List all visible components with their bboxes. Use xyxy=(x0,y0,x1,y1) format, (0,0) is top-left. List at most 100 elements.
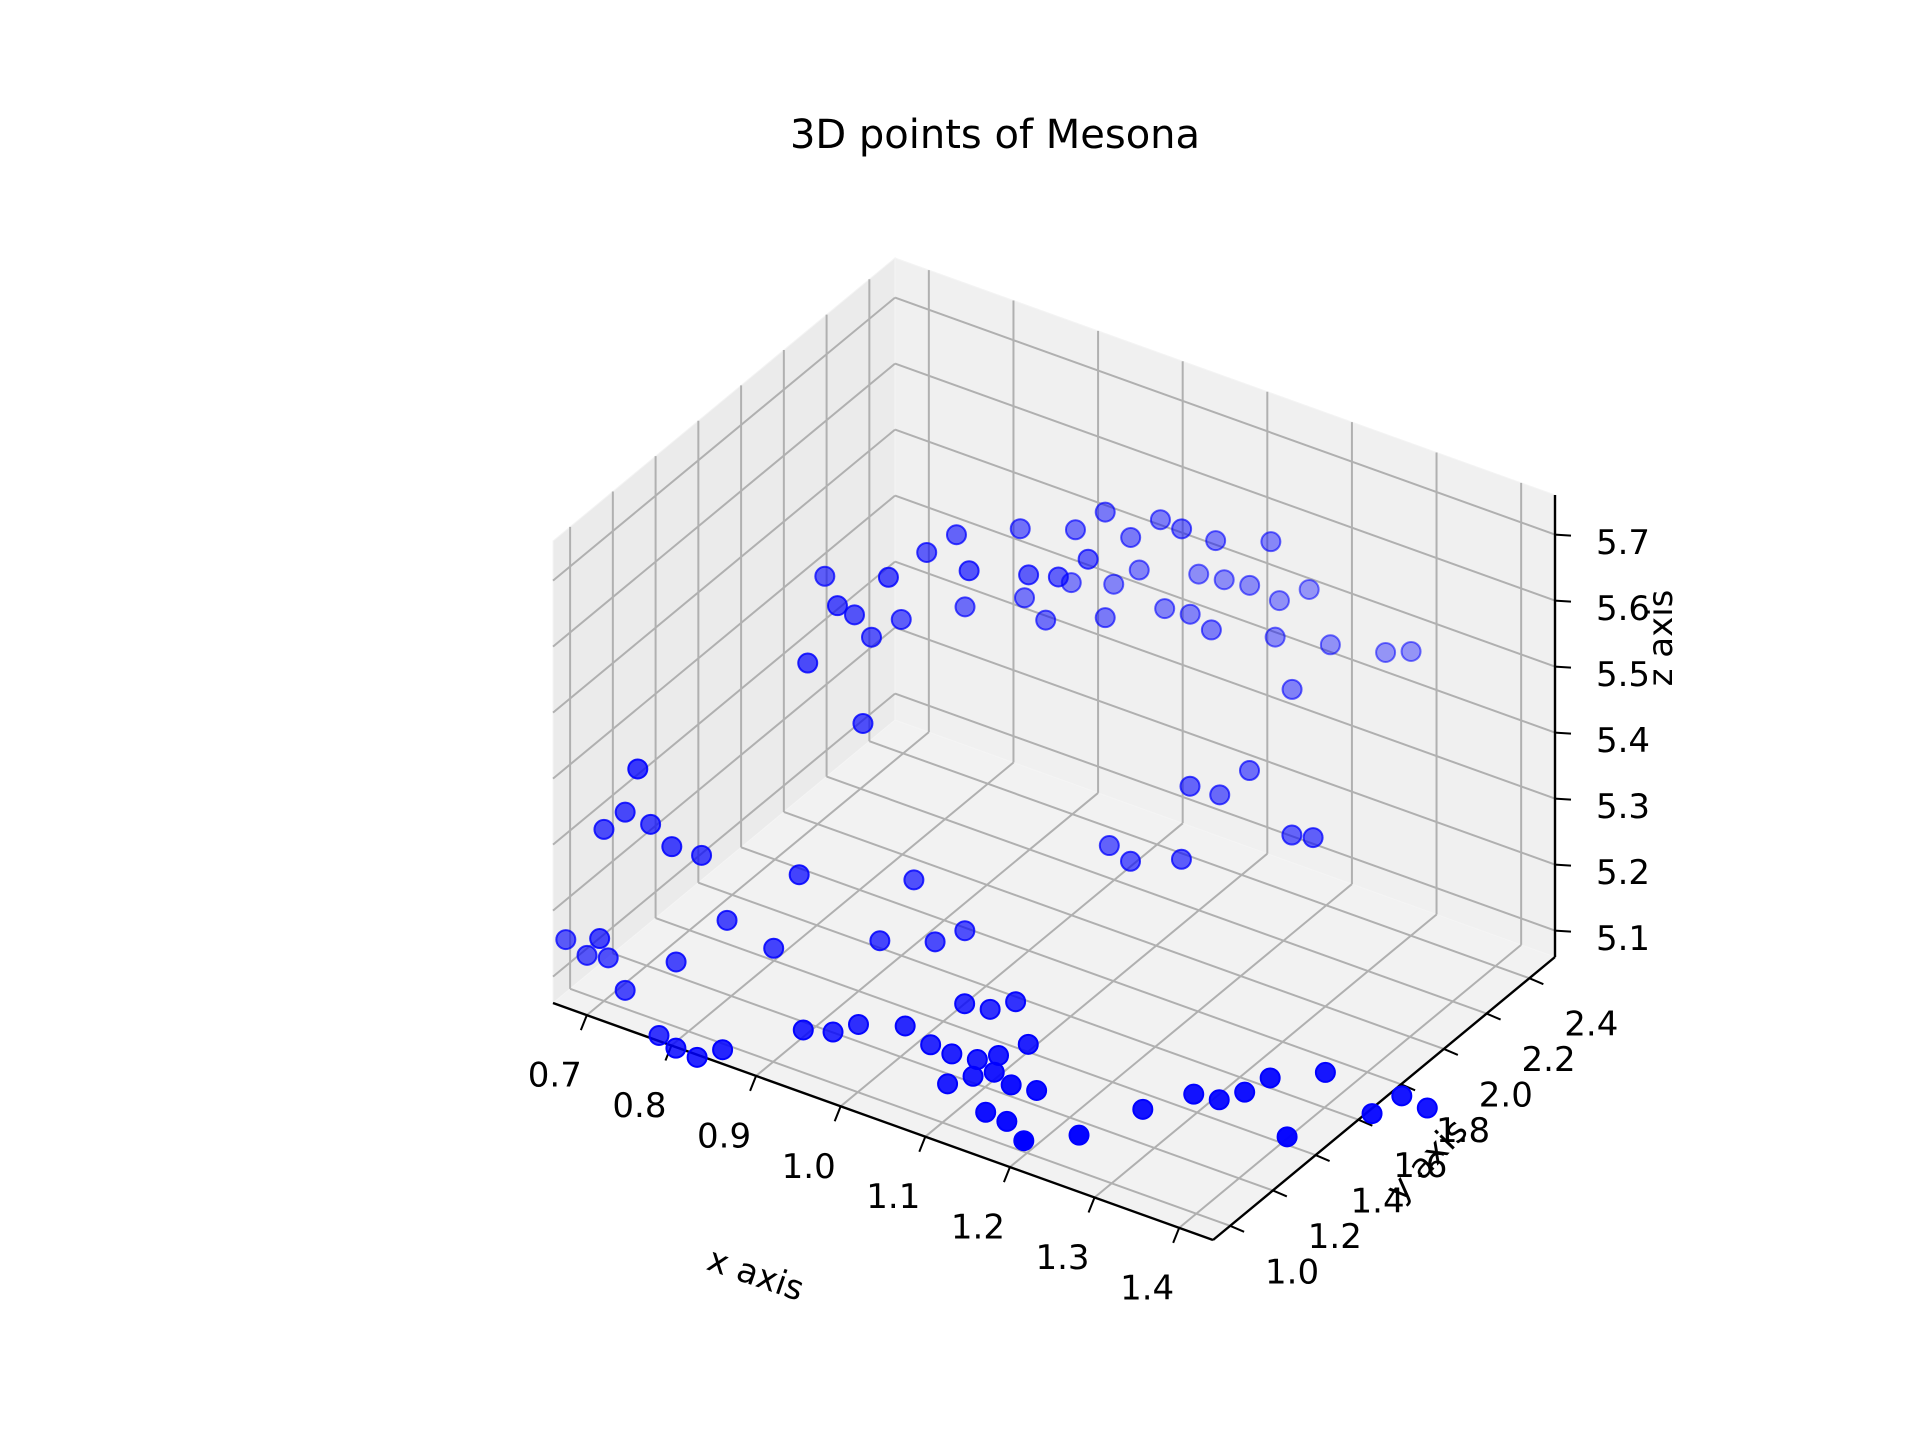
scatter-point xyxy=(903,869,925,891)
scatter-point xyxy=(1170,848,1192,870)
scatter-point xyxy=(716,909,738,931)
scatter-point xyxy=(1268,590,1290,612)
z-tick-label: 5.5 xyxy=(1596,655,1650,695)
scatter-point xyxy=(1179,603,1201,625)
scatter-point xyxy=(954,596,976,618)
y-tick-mark xyxy=(1528,977,1544,986)
y-tick-mark xyxy=(1357,1118,1373,1127)
scatter-point xyxy=(1416,1097,1438,1119)
scatter-point xyxy=(576,944,598,966)
y-tick-mark xyxy=(1486,1012,1501,1021)
scatter-point xyxy=(1239,760,1260,782)
scatter-point xyxy=(869,930,891,952)
scatter-point xyxy=(1213,569,1235,591)
scatter-point xyxy=(1259,1067,1281,1089)
grid-line-z xyxy=(552,494,896,780)
scatter-point xyxy=(1014,587,1036,609)
scatter-point xyxy=(1094,501,1116,523)
y-tick-label: 1.0 xyxy=(1265,1252,1319,1292)
grid-line-z xyxy=(894,428,1556,668)
scatter-point xyxy=(1068,1124,1090,1146)
grid-line-y xyxy=(569,987,1231,1227)
grid-line-z xyxy=(894,362,1556,602)
scatter-point xyxy=(661,836,683,858)
scatter-point xyxy=(614,979,636,1001)
scatter-point xyxy=(1009,518,1031,540)
scatter-point xyxy=(852,712,874,734)
scatter-point xyxy=(792,1019,814,1041)
scatter-point xyxy=(1017,1033,1039,1055)
y-tick-mark xyxy=(1272,1189,1288,1198)
scatter-point xyxy=(1183,1083,1205,1105)
z-tick-mark xyxy=(1554,665,1572,669)
z-tick-label: 5.4 xyxy=(1596,721,1650,761)
grid-line-z xyxy=(894,626,1556,866)
y-tick-mark xyxy=(1443,1048,1459,1056)
scatter-point xyxy=(1188,563,1210,585)
scatter-point xyxy=(1013,1130,1035,1152)
scatter-point xyxy=(665,1037,687,1059)
scatter-point xyxy=(1314,1061,1336,1083)
grid-line-z xyxy=(894,494,1556,734)
scatter-point xyxy=(648,1024,670,1046)
scatter-point xyxy=(937,1073,959,1095)
scatter-point xyxy=(861,626,883,648)
scatter-point xyxy=(627,758,649,780)
grid-line-x xyxy=(1178,944,1522,1229)
scatter-point xyxy=(945,524,967,546)
scatter-point xyxy=(1077,548,1099,570)
grid-line-z xyxy=(552,296,896,582)
scatter-point xyxy=(1302,827,1324,849)
grid-line-x xyxy=(1009,883,1353,1168)
grid-line-z xyxy=(552,362,896,648)
scatter-point xyxy=(763,937,785,959)
scatter-point xyxy=(1281,678,1303,700)
scatter-point xyxy=(924,931,946,953)
grid-line-y xyxy=(655,917,1316,1157)
scatter-point xyxy=(640,813,662,835)
y-tick-label: 1.6 xyxy=(1393,1146,1447,1186)
scatter-point xyxy=(614,801,636,823)
z-tick-mark xyxy=(1554,797,1572,801)
scatter-point xyxy=(979,998,1001,1020)
x-tick-label: 0.8 xyxy=(612,1086,666,1126)
x-tick-mark xyxy=(918,1136,927,1153)
grid-line-z xyxy=(894,692,1556,932)
y-tick-label: 1.8 xyxy=(1436,1111,1490,1151)
x-tick-mark xyxy=(1172,1227,1181,1244)
scatter-point xyxy=(962,1065,984,1087)
scatter-point xyxy=(1205,530,1227,552)
scatter-point xyxy=(1281,824,1303,846)
y-tick-mark xyxy=(1400,1083,1416,1092)
z-tick-mark xyxy=(1554,533,1572,537)
scatter-point xyxy=(1208,1089,1230,1111)
scatter-point xyxy=(958,560,980,582)
x-axis-label: x axis xyxy=(702,1240,809,1310)
scatter-point xyxy=(1209,784,1231,806)
scatter-point xyxy=(826,595,848,617)
scatter-point xyxy=(1064,519,1086,541)
scatter-point xyxy=(1391,1085,1413,1107)
x-tick-label: 1.4 xyxy=(1120,1268,1174,1308)
scatter-point xyxy=(1264,626,1286,648)
scatter-point xyxy=(1179,775,1201,797)
y-tick-label: 1.2 xyxy=(1308,1217,1362,1257)
scatter-point xyxy=(797,652,819,674)
scatter-point xyxy=(1026,1079,1048,1101)
x-tick-mark xyxy=(749,1075,758,1092)
scatter-point xyxy=(1103,573,1125,595)
grid-line-y xyxy=(826,775,1487,1015)
x-tick-mark xyxy=(1002,1166,1011,1183)
scatter-point xyxy=(1171,518,1193,540)
scatter-point xyxy=(916,541,938,563)
scatter-point xyxy=(555,929,577,951)
grid-line-z xyxy=(552,692,896,978)
scatter-point xyxy=(983,1061,1005,1083)
z-tick-label: 5.3 xyxy=(1596,787,1650,827)
grid-lines xyxy=(552,270,1556,1229)
z-tick-label: 5.6 xyxy=(1596,589,1650,629)
z-tick-mark xyxy=(1554,929,1572,933)
scatter-point xyxy=(1094,607,1116,629)
scatter-point xyxy=(890,608,912,630)
scatter-point xyxy=(1200,619,1222,641)
